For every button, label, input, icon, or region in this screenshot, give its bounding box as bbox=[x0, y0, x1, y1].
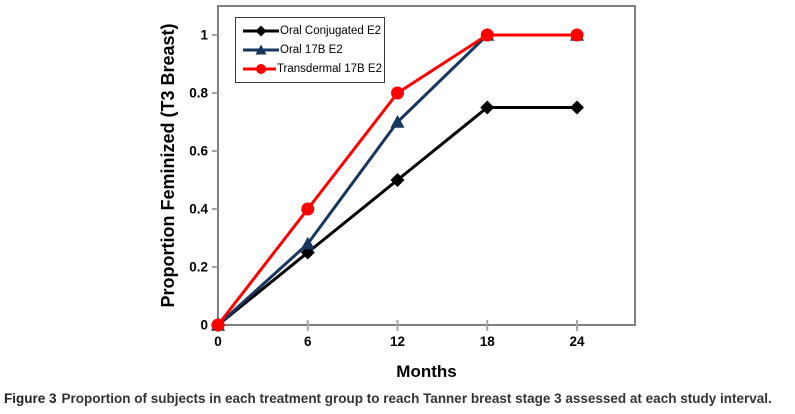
y-tick-label: 0.6 bbox=[189, 144, 208, 159]
legend-triangle-icon bbox=[255, 44, 267, 55]
triangle-marker bbox=[300, 236, 315, 250]
diamond-marker bbox=[390, 173, 405, 187]
triangle-marker bbox=[390, 115, 405, 128]
x-tick-label: 6 bbox=[304, 334, 312, 349]
line-chart: 0 0.2 0.4 0.6 0.8 1 0 6 12 18 24 bbox=[189, 5, 636, 349]
legend-diamond-icon bbox=[255, 25, 267, 37]
legend-item-transdermal-17b-e2: Transdermal 17B E2 bbox=[243, 60, 382, 78]
diamond-marker bbox=[480, 100, 495, 115]
legend-label: Oral Conjugated E2 bbox=[280, 24, 382, 37]
legend-item-oral-conjugated-e2: Oral Conjugated E2 bbox=[243, 22, 382, 40]
y-tick-label: 0.8 bbox=[189, 86, 208, 101]
diamond-marker bbox=[570, 100, 584, 115]
legend-swatch-triangle-icon bbox=[243, 44, 279, 55]
circle-marker bbox=[211, 318, 225, 332]
y-tick-label: 0.4 bbox=[189, 202, 208, 217]
figure-caption: Figure 3 Proportion of subjects in each t… bbox=[4, 391, 792, 406]
legend-label: Oral 17B E2 bbox=[280, 43, 343, 56]
x-axis-title: Months bbox=[396, 362, 457, 381]
x-tick-label: 12 bbox=[390, 334, 405, 349]
y-axis-title: Proportion Feminized (T3 Breast) bbox=[158, 23, 178, 308]
y-tick-label: 0 bbox=[200, 318, 208, 333]
y-tick-label: 0.2 bbox=[189, 260, 208, 275]
circle-marker bbox=[570, 28, 584, 42]
x-tick-label: 18 bbox=[480, 334, 496, 349]
chart-legend: Oral Conjugated E2 Oral 17B E2 Transderm… bbox=[235, 17, 385, 83]
x-tick-label: 0 bbox=[214, 334, 222, 349]
legend-label: Transdermal 17B E2 bbox=[276, 63, 382, 76]
circle-marker bbox=[391, 86, 404, 100]
y-tick-label: 1 bbox=[200, 28, 208, 43]
legend-swatch-circle-icon bbox=[243, 64, 276, 75]
legend-swatch-diamond-icon bbox=[243, 25, 279, 37]
legend-item-oral-17b-e2: Oral 17B E2 bbox=[243, 41, 382, 59]
series-transdermal-17b-e2 bbox=[211, 28, 584, 332]
circle-marker bbox=[480, 28, 494, 42]
x-tick-label: 24 bbox=[569, 334, 585, 349]
legend-circle-icon bbox=[256, 64, 266, 75]
figure-caption-text: Proportion of subjects in each treatment… bbox=[61, 391, 772, 406]
circle-marker bbox=[301, 202, 315, 216]
figure-caption-label: Figure 3 bbox=[4, 391, 57, 406]
